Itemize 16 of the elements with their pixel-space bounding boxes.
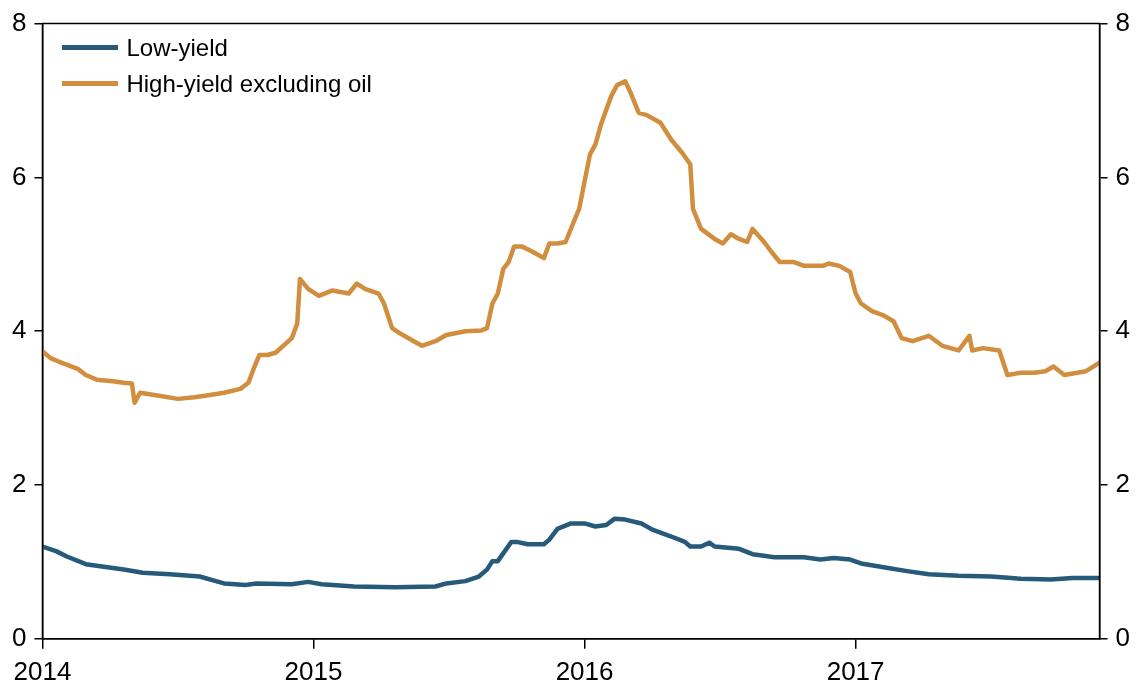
x-tick-label: 2015 bbox=[284, 655, 343, 686]
x-tick-label: 2014 bbox=[13, 655, 72, 686]
y-tick-label: 4 bbox=[11, 314, 27, 345]
y-tick-label: 0 bbox=[11, 621, 27, 652]
y2-tick-label: 0 bbox=[1115, 621, 1131, 652]
y2-tick-label: 4 bbox=[1115, 314, 1131, 345]
y-tick-label: 6 bbox=[11, 160, 27, 191]
x-tick-label: 2017 bbox=[826, 655, 885, 686]
y2-tick-label: 8 bbox=[1115, 6, 1131, 37]
legend-label: Low-yield bbox=[126, 33, 228, 62]
x-tick-label: 2016 bbox=[555, 655, 614, 686]
y-tick-label: 8 bbox=[11, 6, 27, 37]
y2-tick-label: 6 bbox=[1115, 160, 1131, 191]
y-tick-label: 2 bbox=[11, 468, 27, 499]
legend-label: High-yield excluding oil bbox=[126, 69, 372, 98]
y2-tick-label: 2 bbox=[1115, 468, 1131, 499]
